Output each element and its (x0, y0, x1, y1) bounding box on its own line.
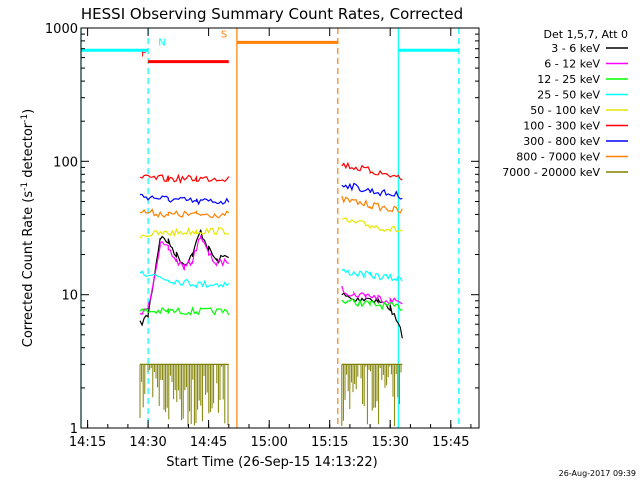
x-tick-label-0: 14:15 (69, 435, 106, 450)
legend-label-7000-20000-kev: 7000 - 20000 keV (502, 166, 600, 179)
x-tick-label-2: 14:45 (190, 435, 227, 450)
y-axis-label-exponent-1: -1 (20, 182, 30, 191)
series-6-12-kev-segment-1 (341, 285, 403, 305)
series-100-300-kev-segment-1 (341, 161, 403, 181)
legend-label-300-800-kev: 300 - 800 keV (523, 135, 600, 148)
x-tick-label-4: 15:15 (311, 435, 348, 450)
y-tick-label-1: 10 (61, 289, 78, 304)
legend-title: Det 1,5,7, Att 0 (544, 28, 628, 41)
series-100-300-kev-segment-0 (139, 173, 230, 185)
legend-label-100-300-kev: 100 - 300 keV (523, 120, 600, 133)
series-12-25-kev-segment-0 (139, 306, 230, 316)
series-50-100-kev-segment-0 (139, 227, 229, 239)
series-800-7000-kev-segment-0 (139, 208, 230, 219)
series-25-50-kev-segment-0 (139, 270, 230, 289)
y-tick-label-0: 1 (70, 422, 78, 437)
x-tick-label-1: 14:30 (129, 435, 166, 450)
x-tick-label-6: 15:45 (432, 435, 469, 450)
series-300-800-kev-segment-0 (140, 193, 230, 206)
legend-label-6-12-kev: 6 - 12 keV (544, 58, 600, 71)
x-axis-label: Start Time (26-Sep-15 14:13:22) (166, 455, 377, 470)
x-tick-label-5: 15:30 (371, 435, 408, 450)
y-axis-label-part-2: detector (21, 122, 36, 182)
legend-label-25-50-kev: 25 - 50 keV (537, 89, 600, 102)
chart-title: HESSI Observing Summary Count Rates, Cor… (81, 5, 463, 23)
legend-label-50-100-kev: 50 - 100 keV (530, 104, 600, 117)
series-12-25-kev-segment-1 (341, 298, 403, 312)
legend-label-3-6-kev: 3 - 6 keV (551, 42, 600, 55)
plot-area: FN S (80, 28, 460, 428)
flag-label-f: F (141, 49, 147, 60)
series-50-100-kev-segment-1 (341, 217, 403, 233)
y-tick-label-2: 100 (53, 155, 78, 170)
y-tick-label-3: 1000 (45, 22, 78, 37)
x-tick-label-3: 15:00 (250, 435, 287, 450)
legend-label-12-25-kev: 12 - 25 keV (537, 73, 600, 86)
series-7000-20000-kev-spikes-0 (139, 364, 229, 427)
y-axis-label: Corrected Count Rate (s-1 detector-1) (20, 109, 36, 347)
plot-frame (80, 27, 480, 429)
y-axis-label-exponent-2: -1 (20, 114, 30, 123)
series-7000-20000-kev-spikes-1 (341, 364, 402, 427)
y-axis-label-part-1: Corrected Count Rate (s (21, 191, 36, 348)
y-axis-label-part-3: ) (21, 109, 36, 114)
series-300-800-kev-segment-1 (341, 182, 403, 200)
series-800-7000-kev-segment-1 (341, 195, 403, 214)
flag-label-n: N (158, 37, 165, 48)
flag-label-s: S (221, 29, 227, 40)
footer-date: 26-Aug-2017 09:39 (559, 469, 636, 478)
series-25-50-kev-segment-1 (341, 268, 403, 282)
series-6-12-kev-segment-0 (139, 235, 230, 316)
legend-label-800-7000-kev: 800 - 7000 keV (516, 151, 600, 164)
legend: Det 1,5,7, Att 0 3 - 6 keV 6 - 12 keV 12 -… (502, 28, 628, 179)
axes: 14:15 14:30 14:45 15:00 15:15 15:30 15:45 1 10 10… (45, 22, 479, 450)
